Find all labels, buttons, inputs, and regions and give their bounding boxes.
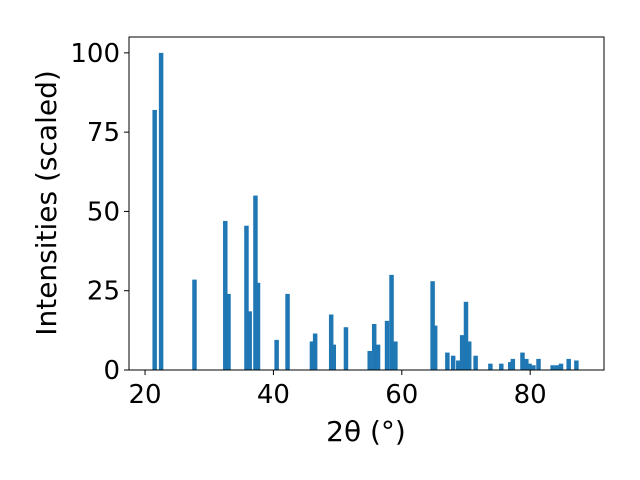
bar (566, 358, 571, 370)
y-axis-label: Intensities (scaled) (30, 70, 63, 336)
y-tick-label: 100 (70, 39, 120, 69)
bar (285, 293, 290, 370)
bar (367, 350, 372, 370)
bar (459, 335, 465, 370)
bar (389, 274, 394, 370)
bar (524, 358, 529, 370)
y-tick-label: 25 (87, 277, 120, 307)
bar (574, 360, 579, 370)
bar (432, 325, 438, 370)
bar (312, 333, 318, 370)
bar (328, 314, 334, 370)
bar (473, 355, 478, 370)
bar (375, 344, 381, 370)
x-ticks-group: 20 40 60 80 (129, 370, 547, 410)
bar (466, 341, 472, 370)
bar (554, 365, 560, 370)
bar (488, 363, 493, 370)
bar (384, 320, 390, 370)
bar (430, 281, 435, 370)
bar (445, 352, 450, 370)
x-tick-label: 40 (257, 380, 290, 410)
bar (550, 365, 555, 370)
bar (244, 225, 249, 370)
bar (536, 358, 541, 370)
y-ticks-group: 0 25 50 75 100 (70, 39, 129, 386)
bar (527, 363, 532, 370)
bar (226, 293, 231, 370)
bar (531, 365, 536, 370)
bar (520, 352, 525, 370)
bar (456, 360, 461, 370)
y-tick-label: 0 (103, 356, 120, 386)
bar (331, 344, 337, 370)
bar (371, 324, 377, 370)
bar (158, 52, 164, 371)
bar (558, 363, 564, 370)
bar (510, 358, 516, 370)
bar (309, 341, 315, 370)
y-tick-label: 75 (87, 118, 120, 148)
bar (450, 355, 456, 370)
y-tick-label: 50 (87, 197, 120, 227)
x-axis-label: 2θ (°) (326, 415, 406, 448)
bar (247, 311, 252, 370)
bar (343, 327, 349, 370)
x-tick-label: 20 (129, 380, 162, 410)
bar (223, 220, 228, 370)
x-tick-label: 60 (385, 380, 418, 410)
bar (274, 339, 279, 370)
bar (152, 109, 157, 370)
bar (255, 282, 261, 370)
bar (253, 195, 258, 370)
bar (508, 362, 513, 370)
bar (499, 363, 504, 370)
x-tick-label: 80 (514, 380, 547, 410)
bar (192, 279, 197, 370)
bars-group (152, 52, 579, 371)
bar (393, 341, 398, 370)
plot-frame (128, 36, 605, 371)
bar (463, 301, 469, 370)
